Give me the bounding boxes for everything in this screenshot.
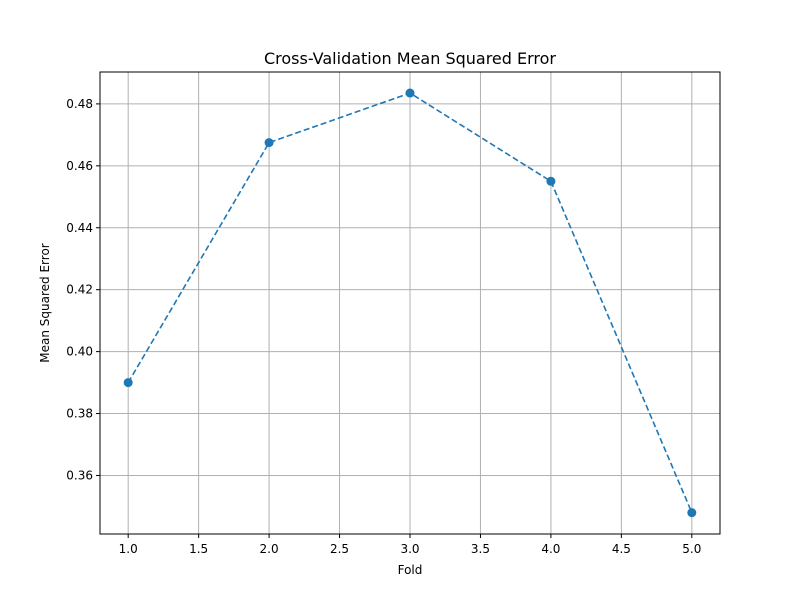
- data-point: [264, 138, 274, 148]
- x-tick-label: 2.0: [260, 542, 279, 556]
- y-tick-label: 0.46: [66, 159, 93, 173]
- y-tick-label: 0.36: [66, 468, 93, 482]
- chart-title: Cross-Validation Mean Squared Error: [264, 49, 556, 68]
- x-tick-label: 1.5: [189, 542, 208, 556]
- y-axis-label: Mean Squared Error: [38, 243, 52, 363]
- x-tick-label: 2.5: [330, 542, 349, 556]
- x-axis-label: Fold: [398, 563, 423, 577]
- data-point: [546, 176, 556, 186]
- x-tick-label: 1.0: [119, 542, 138, 556]
- y-tick-label: 0.38: [66, 407, 93, 421]
- y-tick-label: 0.40: [66, 345, 93, 359]
- data-point: [405, 88, 415, 98]
- y-tick-label: 0.48: [66, 97, 93, 111]
- ticks: 1.0 1.5 2.0 2.5 3.0 3.5 4.0 4.5 5.0 0.36 0.38 0.40 0…: [66, 97, 701, 556]
- x-tick-label: 4.0: [541, 542, 560, 556]
- x-tick-label: 3.0: [400, 542, 419, 556]
- x-tick-label: 3.5: [471, 542, 490, 556]
- grid: [100, 72, 720, 534]
- y-tick-label: 0.42: [66, 283, 93, 297]
- data-point: [687, 508, 697, 518]
- x-tick-label: 5.0: [682, 542, 701, 556]
- x-tick-label: 4.5: [612, 542, 631, 556]
- data-point: [123, 378, 133, 388]
- series-layer: [123, 88, 697, 518]
- y-tick-label: 0.44: [66, 221, 93, 235]
